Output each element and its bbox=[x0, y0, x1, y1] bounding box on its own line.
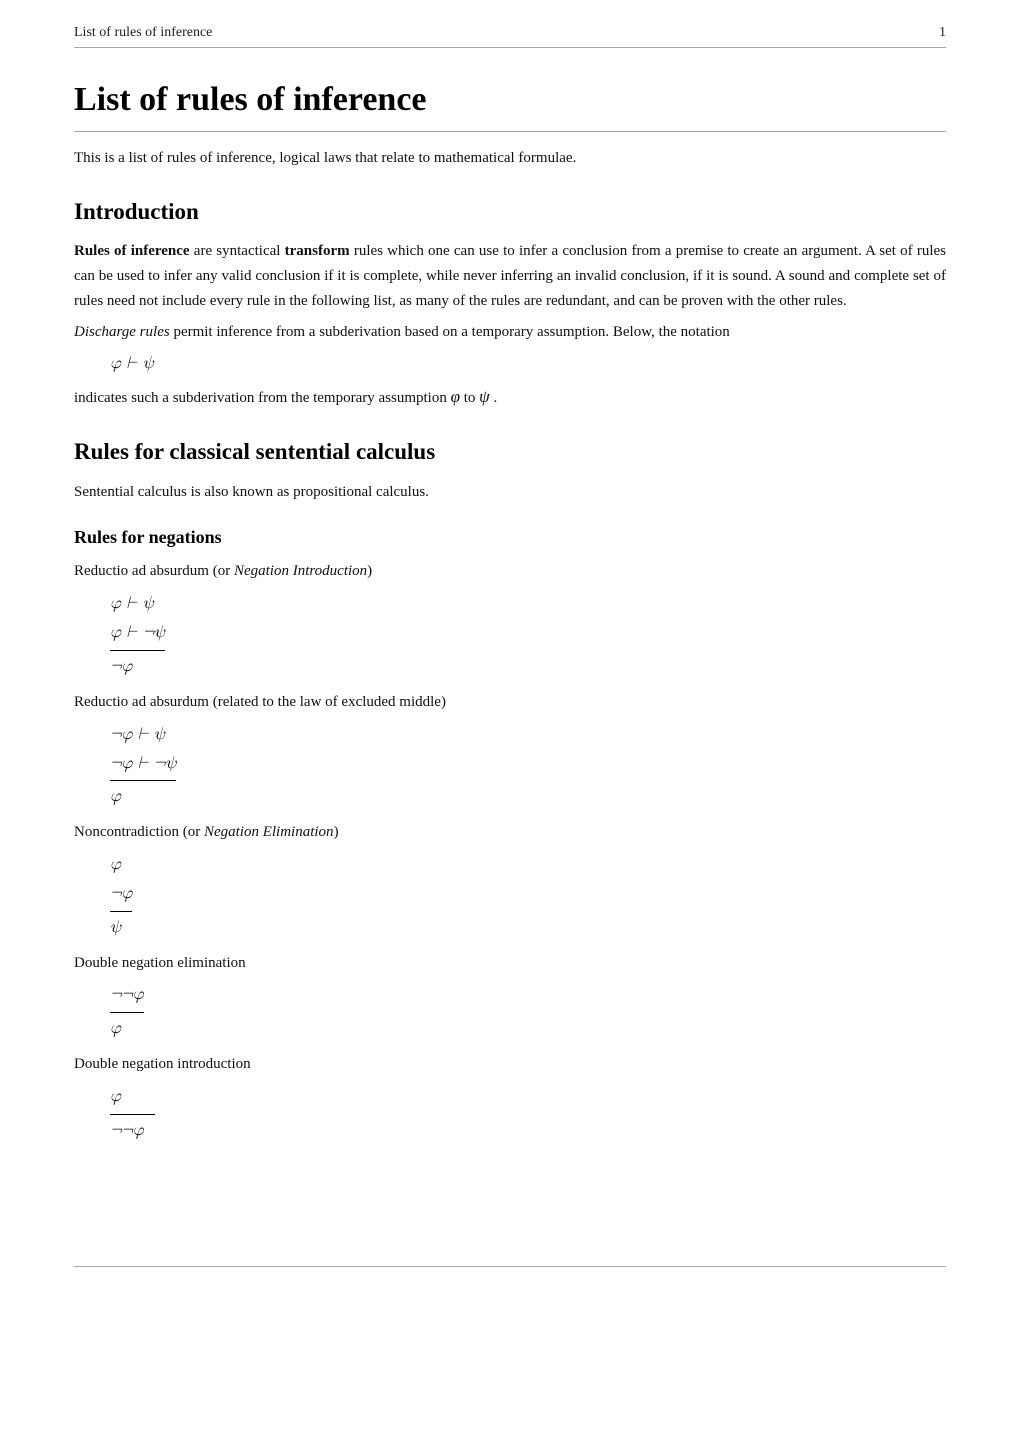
negations-heading: Rules for negations bbox=[74, 524, 946, 551]
rule-label-noncontradiction: Noncontradiction (or Negation Eliminatio… bbox=[74, 820, 946, 845]
text-span: Reductio ad absurdum (or bbox=[74, 563, 234, 579]
rule-label-dne: Double negation elimination bbox=[74, 951, 946, 976]
page-header: List of rules of inference 1 bbox=[74, 22, 946, 48]
introduction-para-2: Discharge rules permit inference from a … bbox=[74, 320, 946, 345]
rule-label-dni: Double negation introduction bbox=[74, 1052, 946, 1077]
math-line: ¬¬φ bbox=[110, 1117, 946, 1146]
bold-transform: transform bbox=[285, 243, 350, 259]
math-line-underlined: ¬φ bbox=[110, 880, 132, 912]
intro-paragraph: This is a list of rules of inference, lo… bbox=[74, 146, 946, 171]
formula-noncontradiction: φ ¬φ ψ bbox=[110, 851, 946, 943]
introduction-heading: Introduction bbox=[74, 195, 946, 230]
math-line-underlined: ¬φ ⊢ ¬ψ bbox=[110, 750, 176, 782]
math-line-underlined: φ ⊢ ¬ψ bbox=[110, 619, 165, 651]
math-line: φ bbox=[110, 851, 946, 880]
document-title: List of rules of inference bbox=[74, 74, 946, 132]
text-span: ) bbox=[367, 563, 372, 579]
text-span: ) bbox=[334, 824, 339, 840]
math-line: φ bbox=[110, 1015, 946, 1044]
math-psi: ψ bbox=[479, 387, 490, 406]
introduction-para-1: Rules of inference are syntactical trans… bbox=[74, 239, 946, 313]
math-line: φ bbox=[110, 1088, 121, 1105]
text-span: Noncontradiction (or bbox=[74, 824, 204, 840]
sentential-para: Sentential calculus is also known as pro… bbox=[74, 480, 946, 505]
text-span: indicates such a subderivation from the … bbox=[74, 390, 451, 406]
em-negation-introduction: Negation Introduction bbox=[234, 563, 367, 579]
bold-rules-of-inference: Rules of inference bbox=[74, 243, 190, 259]
text-span: permit inference from a subderivation ba… bbox=[170, 324, 730, 340]
math-line-underlined: ¬¬φ bbox=[110, 981, 144, 1013]
rule-label-reductio-intro: Reductio ad absurdum (or Negation Introd… bbox=[74, 559, 946, 584]
math-line: φ bbox=[110, 783, 946, 812]
text-span: . bbox=[490, 390, 498, 406]
header-title: List of rules of inference bbox=[74, 22, 212, 43]
footer-rule bbox=[74, 1266, 946, 1267]
math-line: ψ bbox=[110, 914, 946, 943]
math-line: ¬φ ⊢ ψ bbox=[110, 721, 946, 750]
formula-dne: ¬¬φ φ bbox=[110, 981, 946, 1044]
math-line-underlined: φ bbox=[110, 1083, 155, 1115]
em-discharge-rules: Discharge rules bbox=[74, 324, 170, 340]
formula-reductio-intro: φ ⊢ ψ φ ⊢ ¬ψ ¬φ bbox=[110, 590, 946, 682]
math-phi: φ bbox=[451, 387, 460, 406]
text-span: are syntactical bbox=[190, 243, 285, 259]
introduction-para-3: indicates such a subderivation from the … bbox=[74, 383, 946, 411]
formula-dni: φ ¬¬φ bbox=[110, 1083, 946, 1146]
formula-derivation-notation: φ ⊢ ψ bbox=[110, 350, 946, 379]
sentential-heading: Rules for classical sentential calculus bbox=[74, 435, 946, 470]
pad bbox=[121, 1088, 155, 1105]
math-expr: φ ⊢ ψ bbox=[110, 355, 153, 372]
page-number: 1 bbox=[939, 22, 946, 43]
em-negation-elimination: Negation Elimination bbox=[204, 824, 334, 840]
math-line: φ ⊢ ψ bbox=[110, 590, 946, 619]
formula-reductio-lem: ¬φ ⊢ ψ ¬φ ⊢ ¬ψ φ bbox=[110, 721, 946, 813]
text-span: to bbox=[460, 390, 479, 406]
math-line: ¬φ bbox=[110, 653, 946, 682]
rule-label-reductio-lem: Reductio ad absurdum (related to the law… bbox=[74, 690, 946, 715]
